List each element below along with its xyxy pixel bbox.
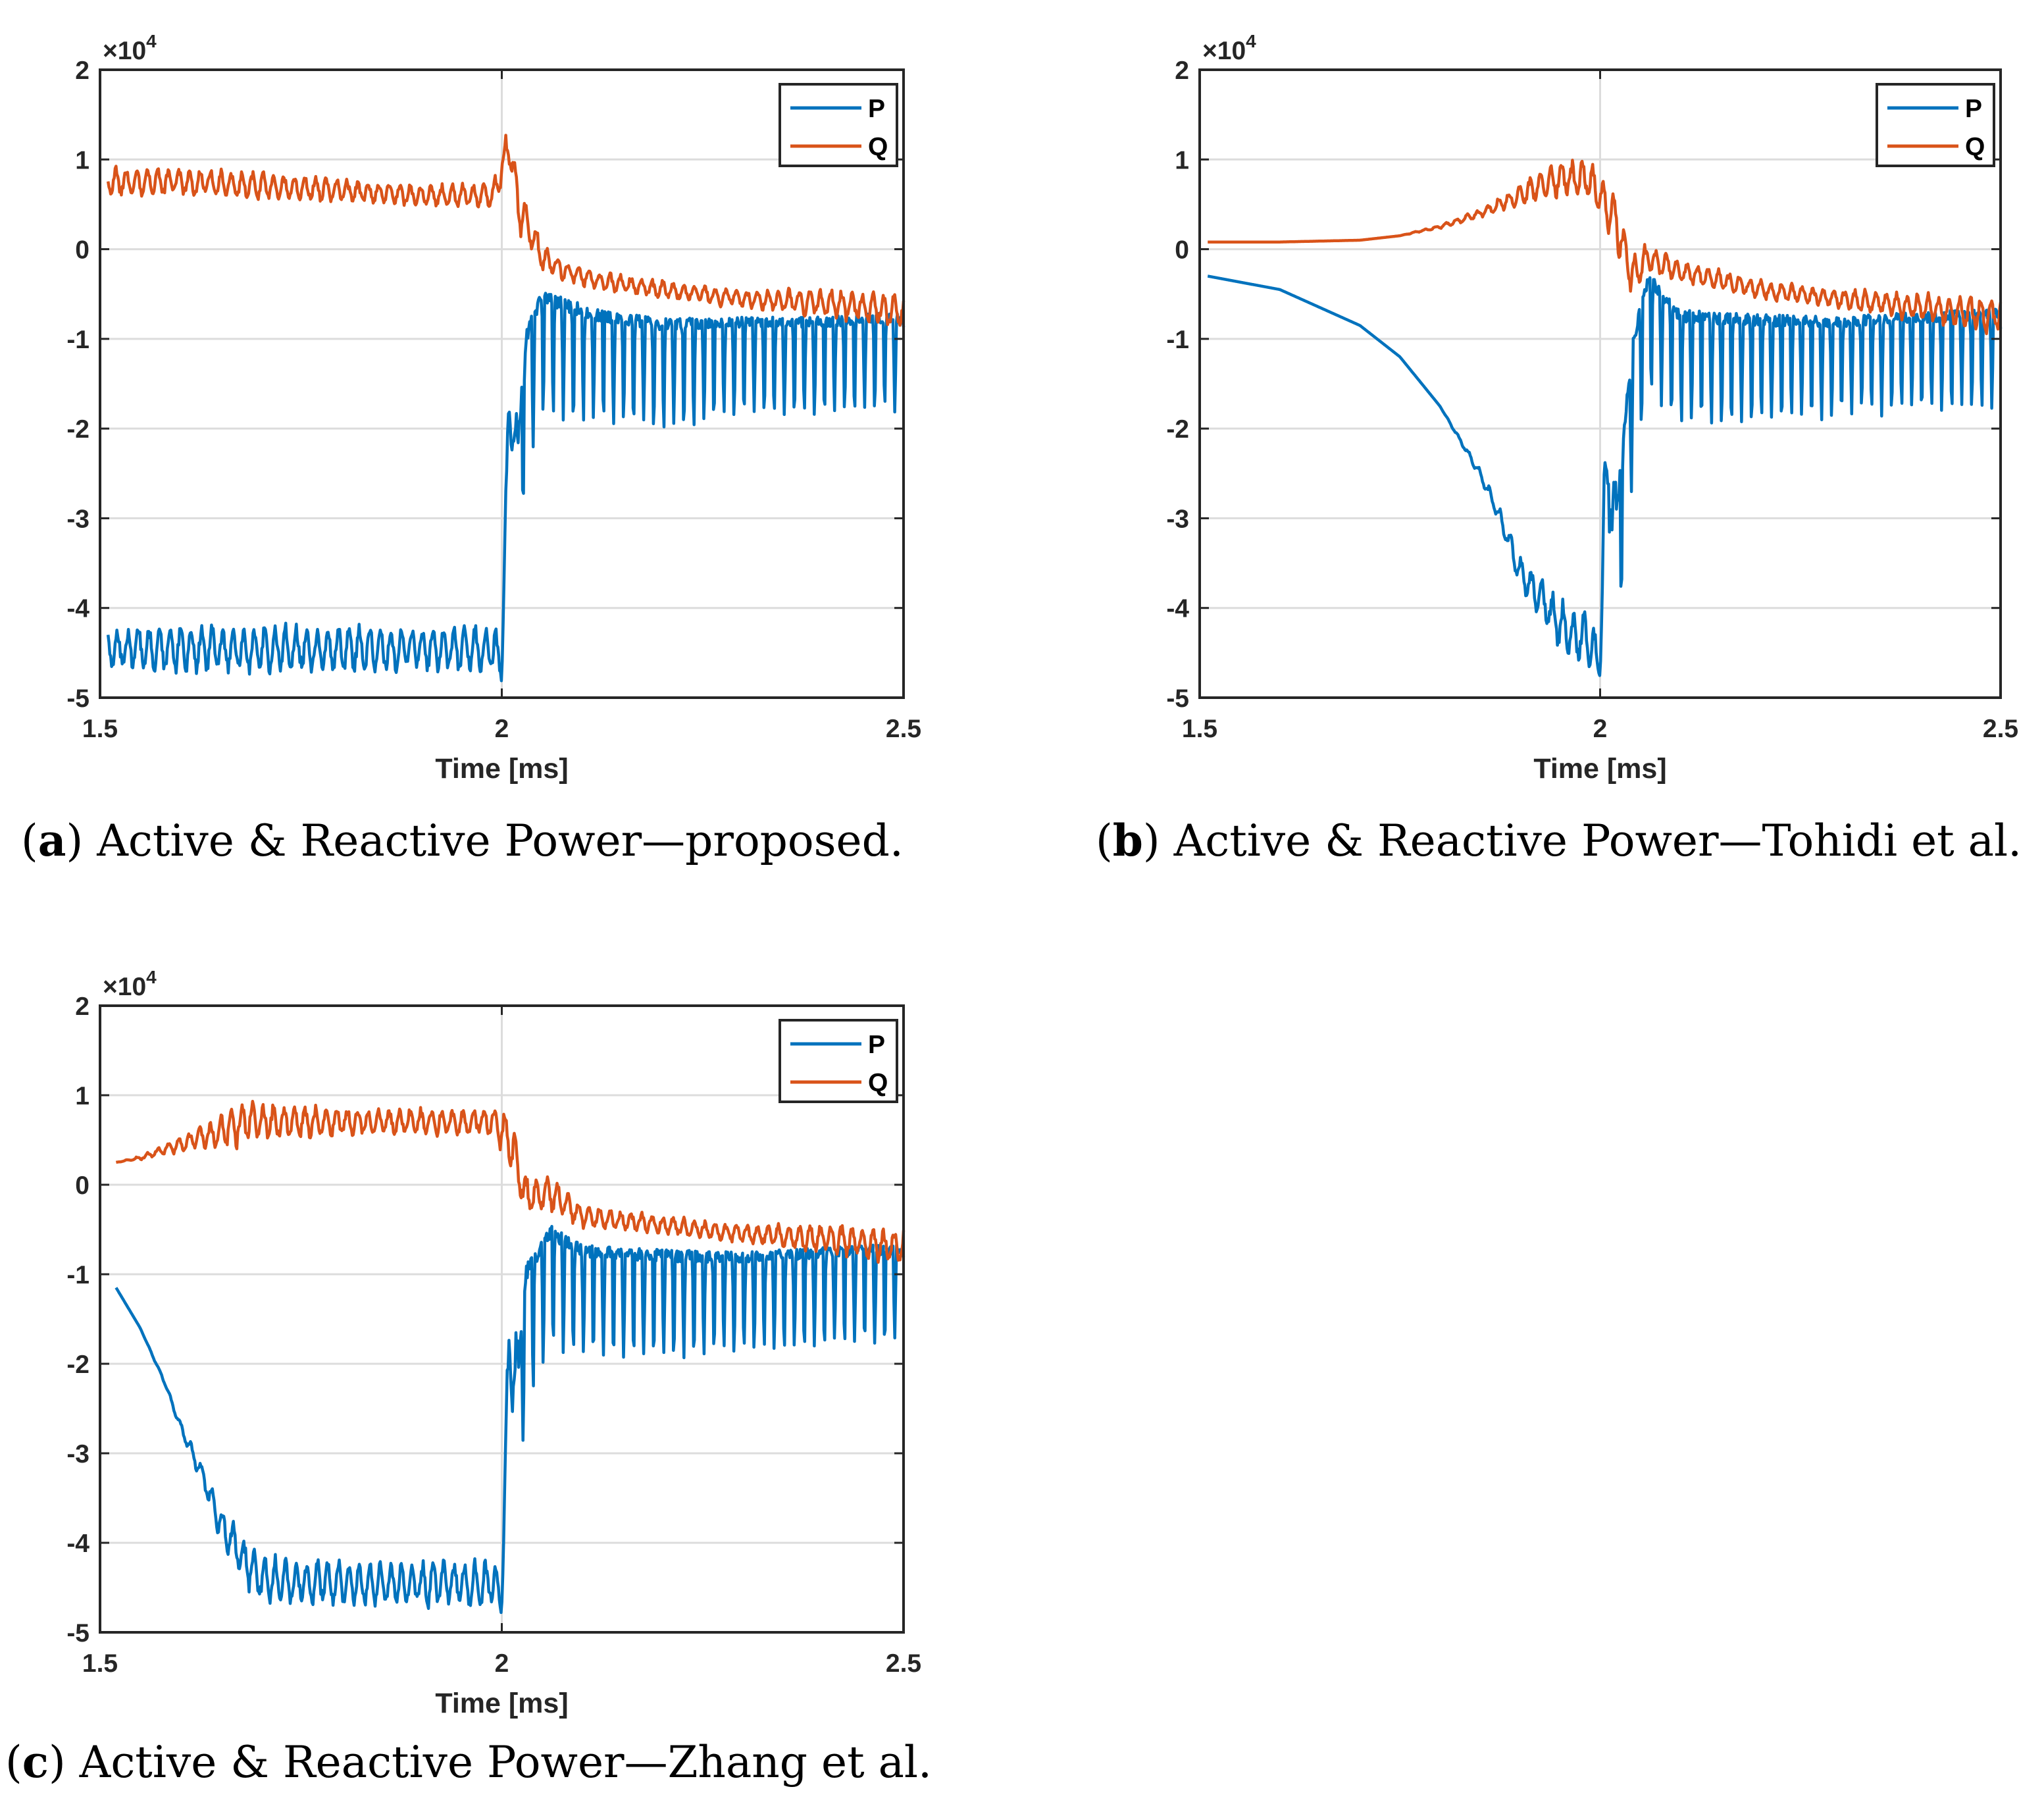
legend-box bbox=[779, 1019, 898, 1103]
exponent-base: ×10 bbox=[1202, 37, 1246, 65]
exponent-power: 4 bbox=[1246, 31, 1256, 51]
y-tick-label: 1 bbox=[75, 146, 89, 174]
exponent-label: ×104 bbox=[103, 31, 157, 65]
y-tick-label: -2 bbox=[66, 1351, 89, 1379]
caption-b: (b) Active & Reactive Power—Tohidi et al… bbox=[1096, 815, 2022, 866]
caption-a: (a) Active & Reactive Power—proposed. bbox=[21, 815, 904, 866]
x-axis-label: Time [ms] bbox=[1533, 753, 1666, 785]
x-tick-label: 1.5 bbox=[1182, 715, 1217, 743]
x-axis-label: Time [ms] bbox=[435, 753, 568, 785]
legend-label-P: P bbox=[868, 95, 885, 123]
legend-box bbox=[779, 83, 898, 167]
y-tick-label: -2 bbox=[66, 415, 89, 444]
exponent-base: ×10 bbox=[103, 37, 146, 65]
caption-letter: a bbox=[38, 815, 66, 866]
series-line-P bbox=[106, 292, 906, 683]
exponent-power: 4 bbox=[146, 967, 157, 987]
y-tick-label: -1 bbox=[1166, 326, 1189, 354]
y-tick-label: -3 bbox=[66, 1440, 89, 1468]
caption-text: Active & Reactive Power—proposed. bbox=[97, 815, 904, 866]
exponent-label: ×104 bbox=[103, 967, 157, 1001]
y-tick-label: -4 bbox=[66, 595, 89, 623]
y-tick-label: -3 bbox=[66, 505, 89, 533]
legend-label-P: P bbox=[868, 1031, 885, 1059]
y-tick-label: 0 bbox=[75, 236, 89, 265]
y-tick-label: 0 bbox=[75, 1172, 89, 1200]
x-tick-label: 1.5 bbox=[82, 1649, 118, 1678]
chart-a: -5 -4 -3 -2 -1 0 1 2 1.5 2 2.5 Time [ms] ×104 PQ bbox=[66, 31, 921, 785]
caption-text: Active & Reactive Power—Tohidi et al. bbox=[1173, 815, 2022, 866]
y-tick-label: -5 bbox=[1166, 685, 1189, 713]
caption-letter: b bbox=[1112, 815, 1143, 866]
y-tick-label: -3 bbox=[1166, 505, 1189, 533]
y-tick-label: 1 bbox=[1175, 146, 1189, 174]
y-tick-label: 2 bbox=[75, 57, 89, 85]
chart-c: -5 -4 -3 -2 -1 0 1 2 1.5 2 2.5 Time [ms] ×104 PQ bbox=[66, 967, 921, 1719]
y-tick-label: -1 bbox=[66, 1261, 89, 1289]
x-axis-label: Time [ms] bbox=[435, 1688, 568, 1719]
caption-letter: c bbox=[22, 1736, 49, 1788]
legend-label-Q: Q bbox=[868, 1069, 888, 1097]
series-line-Q bbox=[106, 134, 906, 327]
y-tick-label: 2 bbox=[1175, 57, 1189, 85]
legend-label-P: P bbox=[1965, 95, 1982, 123]
y-tick-label: -4 bbox=[1166, 595, 1189, 623]
y-tick-label: -4 bbox=[66, 1530, 89, 1558]
caption-c: (c) Active & Reactive Power—Zhang et al. bbox=[5, 1736, 933, 1788]
legend-box bbox=[1876, 83, 1995, 167]
x-tick-label: 2 bbox=[495, 1649, 509, 1678]
exponent-label: ×104 bbox=[1202, 31, 1256, 65]
y-tick-label: 0 bbox=[1175, 236, 1189, 265]
series-line-P bbox=[1207, 274, 2003, 677]
y-tick-label: -5 bbox=[66, 685, 89, 713]
exponent-power: 4 bbox=[146, 31, 157, 51]
y-tick-label: -1 bbox=[66, 326, 89, 354]
y-tick-label: -2 bbox=[1166, 415, 1189, 444]
series-line-Q bbox=[1207, 159, 2003, 336]
caption-text: Active & Reactive Power—Zhang et al. bbox=[79, 1737, 933, 1788]
y-tick-label: 1 bbox=[75, 1082, 89, 1110]
x-tick-label: 2.5 bbox=[886, 1649, 921, 1678]
x-tick-label: 2.5 bbox=[1983, 715, 2018, 743]
exponent-base: ×10 bbox=[103, 973, 146, 1001]
x-tick-label: 1.5 bbox=[82, 715, 118, 743]
series-line-Q bbox=[115, 1099, 906, 1264]
x-tick-label: 2.5 bbox=[886, 715, 921, 743]
series-line-P bbox=[115, 1225, 906, 1615]
y-tick-label: 2 bbox=[75, 993, 89, 1021]
x-tick-label: 2 bbox=[1593, 715, 1608, 743]
chart-b: -5 -4 -3 -2 -1 0 1 2 1.5 2 2.5 Time [ms] ×104 PQ bbox=[1166, 31, 2018, 785]
x-tick-label: 2 bbox=[495, 715, 509, 743]
legend-label-Q: Q bbox=[868, 133, 888, 161]
legend-label-Q: Q bbox=[1965, 133, 1985, 161]
y-tick-label: -5 bbox=[66, 1619, 89, 1647]
